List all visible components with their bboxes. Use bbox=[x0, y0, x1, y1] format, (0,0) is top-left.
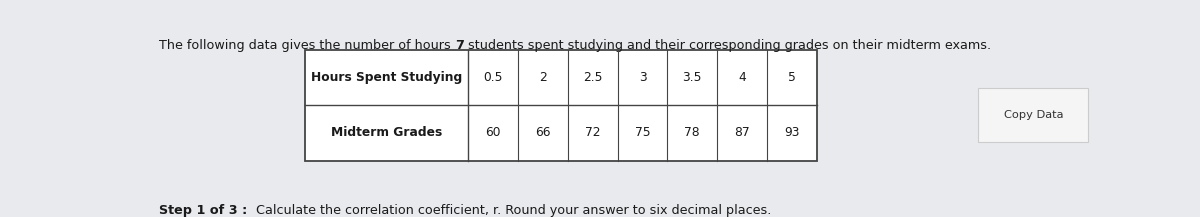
Text: Hours Spent Studying: Hours Spent Studying bbox=[311, 71, 462, 84]
Bar bbox=[305, 50, 817, 161]
Text: 2.5: 2.5 bbox=[583, 71, 602, 84]
Text: 2: 2 bbox=[539, 71, 547, 84]
Text: Calculate the correlation coefficient, r. Round your answer to six decimal place: Calculate the correlation coefficient, r… bbox=[247, 204, 770, 217]
Text: 66: 66 bbox=[535, 127, 551, 139]
Text: Copy Data: Copy Data bbox=[1003, 110, 1063, 120]
Text: 3: 3 bbox=[638, 71, 647, 84]
Text: The following data gives the number of hours: The following data gives the number of h… bbox=[160, 39, 455, 52]
Text: 78: 78 bbox=[684, 127, 700, 139]
Text: 60: 60 bbox=[486, 127, 500, 139]
Text: 0.5: 0.5 bbox=[484, 71, 503, 84]
Text: 87: 87 bbox=[734, 127, 750, 139]
FancyBboxPatch shape bbox=[978, 88, 1088, 142]
Text: 93: 93 bbox=[784, 127, 799, 139]
Text: Midterm Grades: Midterm Grades bbox=[331, 127, 442, 139]
Text: 7: 7 bbox=[455, 39, 464, 52]
Text: 3.5: 3.5 bbox=[683, 71, 702, 84]
Text: 75: 75 bbox=[635, 127, 650, 139]
Text: 72: 72 bbox=[584, 127, 600, 139]
Text: 4: 4 bbox=[738, 71, 746, 84]
Text: students spent studying and their corresponding grades on their midterm exams.: students spent studying and their corres… bbox=[464, 39, 991, 52]
Text: 5: 5 bbox=[788, 71, 796, 84]
Text: Step 1 of 3 :: Step 1 of 3 : bbox=[160, 204, 247, 217]
